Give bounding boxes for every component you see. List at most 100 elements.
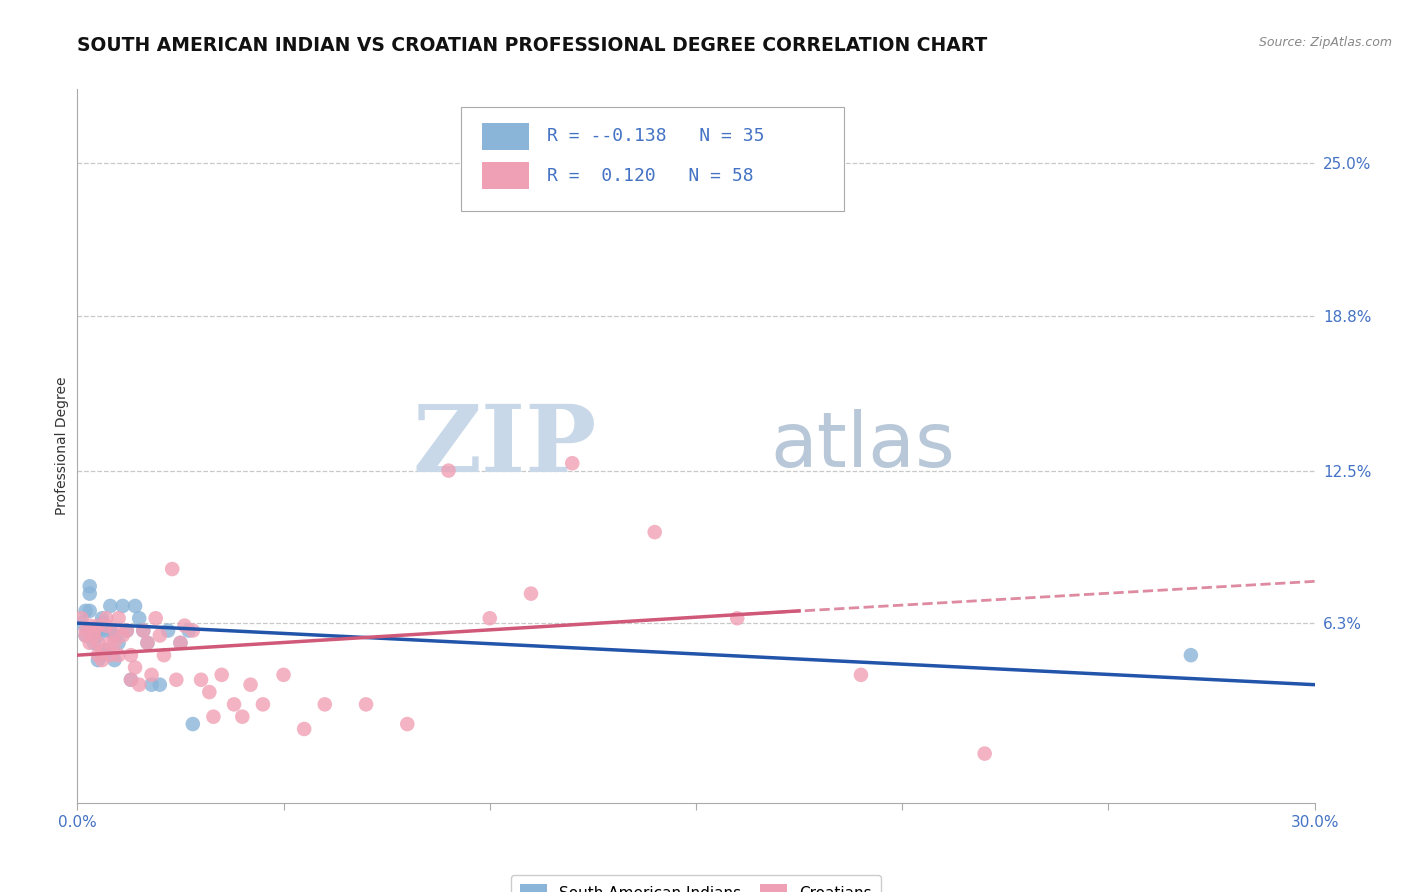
Point xyxy=(103,636,125,650)
Point xyxy=(98,599,121,613)
Point xyxy=(79,618,101,632)
Point xyxy=(222,698,245,712)
Point xyxy=(87,648,110,662)
Point xyxy=(107,611,129,625)
Point xyxy=(75,604,97,618)
Point xyxy=(96,643,118,657)
Point xyxy=(292,722,315,736)
Bar xyxy=(482,123,529,150)
Point xyxy=(83,636,105,650)
Point xyxy=(115,624,138,638)
Point xyxy=(561,456,583,470)
Point xyxy=(124,660,146,674)
Point xyxy=(136,636,159,650)
Point xyxy=(87,653,110,667)
Point xyxy=(128,678,150,692)
Point xyxy=(96,624,118,638)
Point xyxy=(124,599,146,613)
Point xyxy=(141,668,163,682)
Point xyxy=(79,604,101,618)
Point xyxy=(190,673,212,687)
Point xyxy=(87,618,110,632)
Point xyxy=(132,624,155,638)
Point xyxy=(169,636,191,650)
Point xyxy=(211,668,233,682)
Point xyxy=(725,611,748,625)
Point xyxy=(96,611,118,625)
Point xyxy=(165,673,187,687)
Bar xyxy=(482,162,529,189)
Point xyxy=(231,709,253,723)
Text: SOUTH AMERICAN INDIAN VS CROATIAN PROFESSIONAL DEGREE CORRELATION CHART: SOUTH AMERICAN INDIAN VS CROATIAN PROFES… xyxy=(77,36,987,54)
Point xyxy=(87,628,110,642)
Point xyxy=(520,587,543,601)
Point xyxy=(198,685,221,699)
Point xyxy=(96,618,118,632)
Point xyxy=(107,636,129,650)
Point xyxy=(70,611,93,625)
Point xyxy=(157,624,180,638)
Point xyxy=(83,628,105,642)
Y-axis label: Professional Degree: Professional Degree xyxy=(55,376,69,516)
Point xyxy=(437,464,460,478)
Point xyxy=(239,678,262,692)
Point xyxy=(111,599,134,613)
Point xyxy=(132,624,155,638)
Point xyxy=(396,717,419,731)
Point xyxy=(79,636,101,650)
Point xyxy=(75,624,97,638)
Point xyxy=(181,624,204,638)
Point xyxy=(120,648,142,662)
Point xyxy=(91,643,114,657)
Point xyxy=(153,648,176,662)
Point xyxy=(169,636,191,650)
Point xyxy=(252,698,274,712)
Point xyxy=(79,579,101,593)
Point xyxy=(91,616,114,631)
Point xyxy=(111,628,134,642)
Point xyxy=(91,611,114,625)
Point xyxy=(141,678,163,692)
Point xyxy=(644,525,666,540)
Point xyxy=(79,587,101,601)
Point xyxy=(98,624,121,638)
Point xyxy=(75,628,97,642)
Point xyxy=(354,698,377,712)
Point xyxy=(98,636,121,650)
Legend: South American Indians, Croatians: South American Indians, Croatians xyxy=(510,875,882,892)
Point xyxy=(160,562,183,576)
Point xyxy=(128,611,150,625)
FancyBboxPatch shape xyxy=(461,107,845,211)
Text: ZIP: ZIP xyxy=(413,401,598,491)
Point xyxy=(273,668,295,682)
Point xyxy=(107,648,129,662)
Text: R =  0.120   N = 58: R = 0.120 N = 58 xyxy=(547,167,754,185)
Point xyxy=(202,709,225,723)
Text: R = --0.138   N = 35: R = --0.138 N = 35 xyxy=(547,128,765,145)
Point xyxy=(83,624,105,638)
Point xyxy=(98,648,121,662)
Point xyxy=(478,611,501,625)
Point xyxy=(103,624,125,638)
Point xyxy=(173,618,195,632)
Point xyxy=(70,616,93,631)
Point xyxy=(849,668,872,682)
Text: Source: ZipAtlas.com: Source: ZipAtlas.com xyxy=(1258,36,1392,49)
Point xyxy=(83,628,105,642)
Point xyxy=(75,628,97,642)
Point xyxy=(1180,648,1202,662)
Point xyxy=(145,611,167,625)
Point xyxy=(973,747,995,761)
Point xyxy=(87,624,110,638)
Point xyxy=(87,636,110,650)
Point xyxy=(91,653,114,667)
Point xyxy=(103,653,125,667)
Point xyxy=(120,673,142,687)
Point xyxy=(103,628,125,642)
Point xyxy=(181,717,204,731)
Point xyxy=(314,698,336,712)
Point xyxy=(91,648,114,662)
Point xyxy=(149,678,172,692)
Text: atlas: atlas xyxy=(770,409,955,483)
Point xyxy=(177,624,200,638)
